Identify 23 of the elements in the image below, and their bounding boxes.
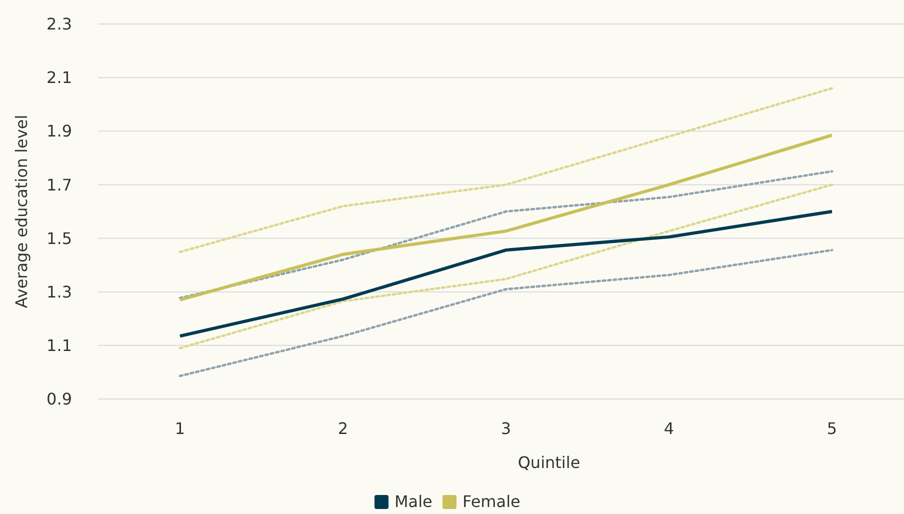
- x-tick-label: 1: [174, 419, 186, 438]
- y-tick-label: 1.3: [46, 282, 72, 302]
- y-tick-label: 2.3: [46, 14, 72, 34]
- y-tick-label: 1.1: [46, 336, 72, 356]
- y-tick-label: 1.9: [46, 122, 72, 141]
- line-series: [178, 87, 834, 254]
- y-tick-label: 2.1: [46, 68, 72, 88]
- line-series: [178, 170, 834, 300]
- x-tick-label: 5: [826, 419, 838, 438]
- line-series: [178, 134, 834, 302]
- x-axis-title: Quintile: [518, 453, 580, 472]
- x-tick-label: 4: [664, 419, 674, 438]
- y-axis-title: Average education level: [12, 114, 31, 308]
- legend-label: Male: [394, 492, 432, 511]
- line-series: [178, 248, 834, 378]
- y-tick-label: 0.9: [46, 390, 72, 409]
- x-tick-label: 2: [338, 419, 348, 438]
- x-tick-label: 3: [500, 419, 512, 438]
- y-tick-label: 1.5: [46, 228, 72, 248]
- line-series: [178, 210, 834, 338]
- legend-label: Female: [462, 492, 520, 511]
- y-tick-label: 1.7: [46, 175, 72, 194]
- line-series: [178, 184, 834, 350]
